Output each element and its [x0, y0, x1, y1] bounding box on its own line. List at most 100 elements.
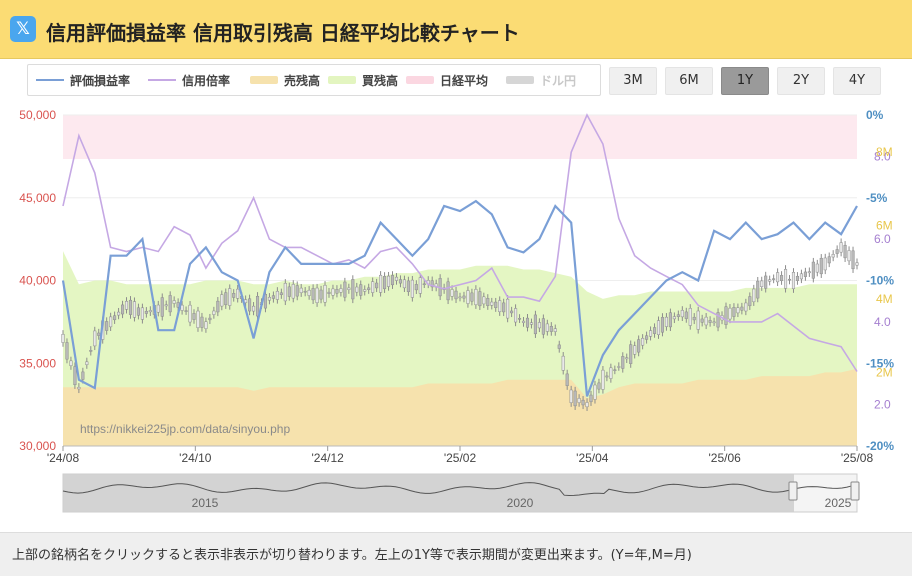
nikkei-candle [601, 369, 605, 390]
nikkei-candle [649, 330, 653, 337]
header-bar: 𝕏 信用評価損益率 信用取引残高 日経平均比較チャート [0, 0, 912, 59]
nikkei-candle [581, 399, 585, 406]
nikkei-candle [85, 361, 89, 365]
margin-ratio-line [62, 113, 858, 372]
nikkei-candle [645, 335, 649, 340]
pnl-rate-axis-tick: -15% [866, 356, 894, 370]
nikkei-candle [327, 291, 331, 294]
nikkei-candle [768, 279, 772, 282]
nikkei-candle [144, 310, 148, 314]
pnl-rate-axis-tick: -10% [866, 274, 894, 288]
x-share-icon[interactable]: 𝕏 [10, 16, 36, 42]
nikkei-candle [684, 311, 688, 319]
nikkei-candle [609, 367, 613, 379]
range-button-3m[interactable]: 3M [609, 67, 657, 95]
nikkei-candle [188, 304, 192, 323]
footer-note: 上部の銘柄名をクリックすると表示非表示が切り替わります。左上の1Y等で表示期間が… [0, 532, 912, 576]
nikkei-band [63, 115, 857, 159]
nikkei-candle [823, 257, 827, 271]
nikkei-candle [81, 371, 85, 380]
nikkei-candle [855, 262, 859, 266]
nikkei-candle [708, 320, 712, 323]
nikkei-candle [93, 330, 97, 347]
nikkei-candle [109, 316, 113, 328]
nikkei-candle [625, 357, 629, 360]
nikkei-candle [847, 250, 851, 262]
nikkei-candle [450, 289, 454, 297]
nikkei-candle [315, 287, 319, 303]
nikkei-candle [89, 350, 93, 352]
nikkei-candle [668, 312, 672, 328]
legend-item-nikkei[interactable]: 日経平均 [406, 72, 506, 88]
nikkei-candle [541, 318, 545, 335]
nikkei-candle [637, 339, 641, 353]
nikkei-candle [331, 288, 335, 296]
nikkei-candle [799, 273, 803, 280]
nikkei-candle [410, 279, 414, 298]
nikkei-candle [271, 295, 275, 299]
nikkei-candle [629, 344, 633, 364]
nikkei-candle [783, 269, 788, 289]
nikkei-candle [617, 366, 621, 368]
nikkei-candle [466, 290, 470, 304]
nikkei-candle [311, 288, 315, 301]
nikkei-candle [549, 326, 553, 332]
balance-axis-tick: 2M [876, 365, 893, 379]
nikkei-candle [295, 285, 299, 297]
nikkei-candle [764, 275, 768, 289]
nikkei-candle [394, 276, 399, 281]
navigator-handle[interactable] [788, 481, 798, 501]
legend-label: 日経平均 [440, 74, 489, 88]
nikkei-candle [386, 275, 391, 287]
nikkei-candle [502, 302, 506, 313]
balance-axis-tick: 6M [876, 218, 893, 232]
nikkei-candle [672, 316, 676, 320]
range-button-2y[interactable]: 2Y [777, 67, 825, 95]
nikkei-candle [252, 305, 256, 312]
legend-item-pnl-rate[interactable]: 評価損益率 [36, 72, 146, 88]
nikkei-candle [803, 271, 807, 277]
legend-item-usdjpy[interactable]: ドル円 [506, 72, 596, 88]
nikkei-candle [787, 278, 792, 281]
nikkei-axis-tick: 45,000 [19, 191, 56, 205]
nikkei-candle [283, 283, 287, 302]
nikkei-candle [140, 307, 144, 320]
chart-canvas: 30,000 35,000 40,000 45,000 50,000 0% -5% -10% -… [19, 108, 894, 513]
legend-item-long-balance[interactable]: 買残高 [328, 72, 420, 88]
nikkei-candle [486, 298, 490, 306]
nikkei-candle [752, 288, 756, 303]
nikkei-candle [236, 288, 240, 299]
margin-ratio-axis-tick: 8.0 [874, 149, 891, 163]
range-button-6m[interactable]: 6M [665, 67, 713, 95]
nikkei-candle [573, 390, 577, 407]
nikkei-candle [660, 317, 665, 333]
nikkei-candle [506, 298, 510, 319]
margin-ratio-axis-tick: 6.0 [874, 232, 891, 246]
nikkei-candle [323, 284, 327, 303]
nikkei-candle [633, 345, 637, 355]
legend-item-margin-ratio[interactable]: 信用倍率 [148, 72, 252, 88]
nikkei-candle [105, 321, 109, 331]
nikkei-candle [597, 382, 601, 390]
nikkei-candle [351, 279, 355, 300]
nikkei-candle [510, 310, 514, 314]
nikkei-candle [514, 308, 518, 323]
pnl-rate-line [61, 199, 858, 397]
nikkei-candle [593, 384, 597, 400]
page-title: 信用評価損益率 信用取引残高 日経平均比較チャート [46, 21, 520, 45]
nikkei-candle [267, 296, 271, 301]
range-button-4y[interactable]: 4Y [833, 67, 881, 95]
margin-ratio-axis-tick: 2.0 [874, 398, 891, 412]
nikkei-candle [168, 295, 172, 313]
legend-item-short-balance[interactable]: 売残高 [250, 72, 342, 88]
nikkei-candle [704, 316, 708, 326]
nikkei-candle [482, 296, 486, 305]
nikkei-candle [680, 310, 684, 318]
nikkei-candle [811, 261, 815, 279]
navigator-line [62, 482, 858, 497]
navigator-handle[interactable] [850, 481, 860, 501]
nikkei-candle [569, 389, 573, 403]
range-button-1y[interactable]: 1Y [721, 67, 769, 95]
nikkei-candle [406, 280, 410, 292]
legend-swatch [36, 79, 64, 81]
